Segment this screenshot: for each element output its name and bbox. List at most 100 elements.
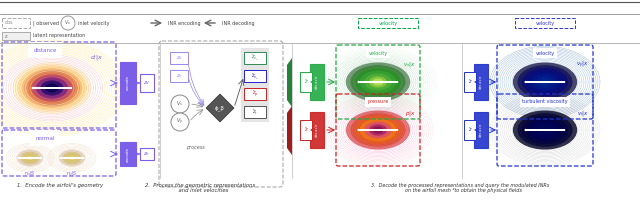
Ellipse shape <box>62 152 82 164</box>
Ellipse shape <box>540 78 551 85</box>
Ellipse shape <box>355 116 401 144</box>
FancyBboxPatch shape <box>300 72 312 92</box>
Ellipse shape <box>527 71 563 93</box>
Ellipse shape <box>27 156 33 160</box>
FancyBboxPatch shape <box>244 106 266 118</box>
Text: $V_s$: $V_s$ <box>177 100 184 109</box>
Ellipse shape <box>531 74 559 90</box>
Text: $\hat{z}$: $\hat{z}$ <box>303 126 308 134</box>
Text: decode: decode <box>479 75 483 89</box>
Text: velocity: velocity <box>536 21 555 25</box>
Ellipse shape <box>372 127 384 134</box>
Text: decode: decode <box>315 123 319 137</box>
Ellipse shape <box>522 68 568 96</box>
FancyBboxPatch shape <box>170 70 188 82</box>
FancyBboxPatch shape <box>464 120 476 140</box>
Ellipse shape <box>27 71 77 105</box>
Polygon shape <box>287 58 292 107</box>
Text: INR decoding: INR decoding <box>222 21 255 25</box>
FancyBboxPatch shape <box>140 148 154 160</box>
FancyBboxPatch shape <box>120 62 136 104</box>
Ellipse shape <box>517 65 573 99</box>
FancyBboxPatch shape <box>2 32 30 40</box>
Text: $\hat{z}_p$: $\hat{z}_p$ <box>252 89 259 99</box>
Ellipse shape <box>59 150 85 166</box>
Text: velocity: velocity <box>369 50 388 56</box>
Ellipse shape <box>527 119 563 141</box>
Ellipse shape <box>45 84 59 92</box>
Text: inlet velocity: inlet velocity <box>78 21 109 25</box>
Text: decode: decode <box>479 123 483 137</box>
Text: $\hat{z}$: $\hat{z}$ <box>468 126 472 134</box>
Text: $V_s$: $V_s$ <box>65 19 72 27</box>
Text: process: process <box>186 145 204 151</box>
Circle shape <box>171 113 189 131</box>
Text: $d_i|x$: $d_i|x$ <box>90 53 103 63</box>
Text: turbulent viscosity: turbulent viscosity <box>522 99 568 105</box>
Ellipse shape <box>513 62 577 102</box>
Text: encode: encode <box>126 75 130 91</box>
Ellipse shape <box>369 124 387 136</box>
FancyBboxPatch shape <box>310 112 324 148</box>
Ellipse shape <box>513 110 577 150</box>
Ellipse shape <box>346 62 410 102</box>
Ellipse shape <box>364 122 392 138</box>
Text: $z_n$: $z_n$ <box>143 150 150 158</box>
Text: $n_x|S$: $n_x|S$ <box>24 170 36 179</box>
Text: $v_t|x$: $v_t|x$ <box>577 109 589 117</box>
Text: 1.  Encode the airfoil’s geometry: 1. Encode the airfoil’s geometry <box>17 183 103 187</box>
FancyBboxPatch shape <box>140 74 154 92</box>
Ellipse shape <box>364 74 392 90</box>
Ellipse shape <box>65 154 79 162</box>
Text: pressure: pressure <box>367 99 388 105</box>
Ellipse shape <box>36 78 68 99</box>
Text: | observed field: | observed field <box>33 20 71 26</box>
Ellipse shape <box>68 156 76 160</box>
Polygon shape <box>206 94 234 122</box>
FancyBboxPatch shape <box>310 64 324 100</box>
Ellipse shape <box>369 76 387 88</box>
Polygon shape <box>287 106 292 155</box>
Text: $z_d$: $z_d$ <box>143 79 150 87</box>
Text: normal: normal <box>35 135 55 141</box>
Text: $\hat{z}_{v_x}$: $\hat{z}_{v_x}$ <box>251 53 259 63</box>
FancyBboxPatch shape <box>464 72 476 92</box>
Circle shape <box>171 95 189 113</box>
Ellipse shape <box>531 122 559 138</box>
Ellipse shape <box>351 113 406 147</box>
Text: $\hat{z}$: $\hat{z}$ <box>468 78 472 86</box>
Ellipse shape <box>536 124 554 136</box>
Text: $V_y$: $V_y$ <box>176 117 184 127</box>
Ellipse shape <box>536 76 554 88</box>
Text: z: z <box>5 33 8 39</box>
Text: $z_d$: $z_d$ <box>175 54 182 62</box>
FancyBboxPatch shape <box>244 70 266 82</box>
FancyBboxPatch shape <box>170 52 188 64</box>
Text: $\hat{z}$: $\hat{z}$ <box>303 78 308 86</box>
Ellipse shape <box>40 81 63 95</box>
FancyBboxPatch shape <box>241 48 269 122</box>
FancyBboxPatch shape <box>120 142 136 166</box>
Ellipse shape <box>20 152 40 164</box>
Text: $z_n$: $z_n$ <box>176 72 182 80</box>
Ellipse shape <box>351 65 406 99</box>
FancyBboxPatch shape <box>474 64 488 100</box>
Text: $v_y|x$: $v_y|x$ <box>576 60 589 69</box>
Text: ϕ_β: ϕ_β <box>215 105 225 111</box>
Text: 3.  Decode the processed representations and query the modulated INRs
    on the: 3. Decode the processed representations … <box>371 183 549 193</box>
Text: $n_y|S$: $n_y|S$ <box>66 169 78 179</box>
Ellipse shape <box>372 78 384 85</box>
Ellipse shape <box>17 66 86 110</box>
Ellipse shape <box>355 68 401 96</box>
Ellipse shape <box>360 71 396 93</box>
FancyBboxPatch shape <box>474 112 488 148</box>
FancyBboxPatch shape <box>244 52 266 64</box>
Text: $p|x$: $p|x$ <box>405 109 416 117</box>
Text: latent representation: latent representation <box>33 33 85 39</box>
Ellipse shape <box>31 74 73 102</box>
Text: $v_x|x$: $v_x|x$ <box>403 60 416 69</box>
Ellipse shape <box>346 110 410 150</box>
Ellipse shape <box>522 116 568 144</box>
Text: encode: encode <box>126 146 130 162</box>
Text: obs: obs <box>5 21 13 25</box>
